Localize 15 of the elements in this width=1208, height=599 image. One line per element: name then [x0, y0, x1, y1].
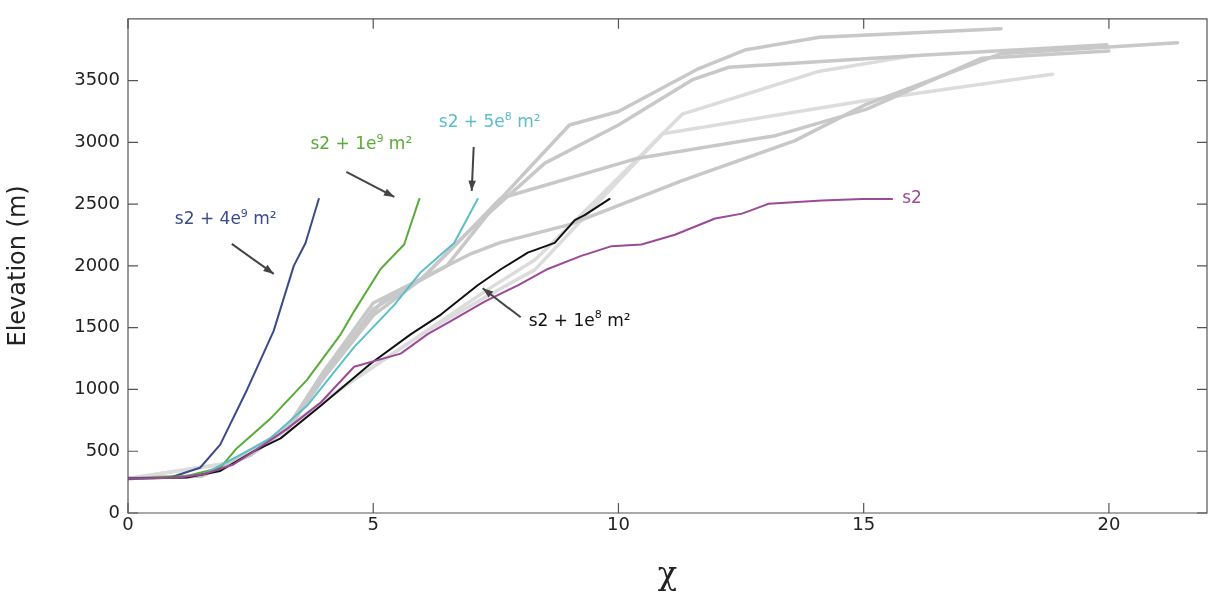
x-tick-label: 5 — [367, 513, 379, 535]
y-tick-label: 2000 — [74, 253, 120, 275]
x-tick-label: 20 — [1097, 513, 1121, 535]
y-axis-title: Elevation (m) — [2, 185, 31, 347]
y-tick-label: 1500 — [74, 315, 120, 337]
y-tick-label: 500 — [85, 438, 120, 460]
y-tick-label: 2500 — [74, 191, 120, 213]
x-tick-label: 0 — [122, 513, 134, 535]
y-tick-label: 3500 — [74, 68, 120, 90]
x-tick-label: 10 — [607, 513, 630, 535]
series-label: s2 — [902, 187, 922, 208]
y-tick-label: 3000 — [74, 130, 120, 152]
x-axis-title: χ — [657, 554, 678, 593]
y-tick-label: 1000 — [74, 377, 120, 399]
x-tick-label: 15 — [852, 513, 876, 535]
